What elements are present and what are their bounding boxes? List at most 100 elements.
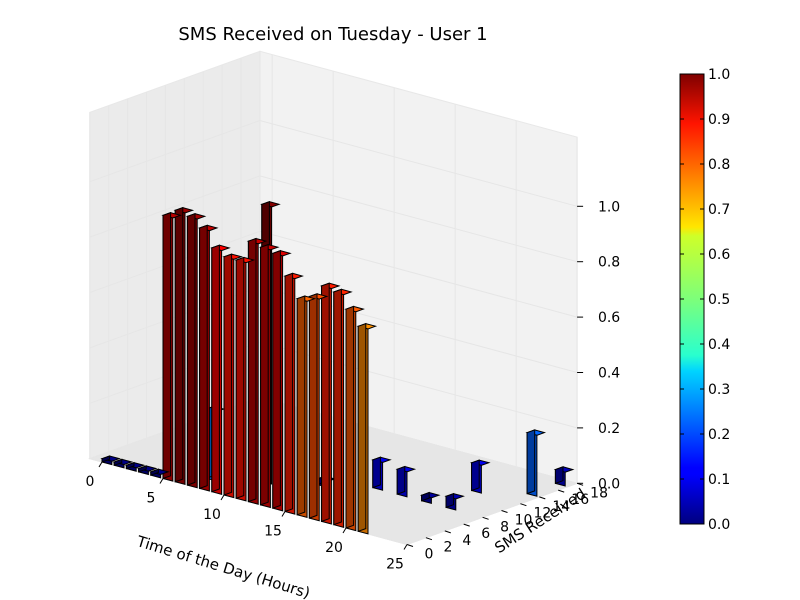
bar <box>173 206 195 486</box>
bar-side <box>308 293 318 519</box>
bar-side <box>113 458 123 467</box>
bar <box>161 211 182 482</box>
y-tick-label: 18 <box>590 485 608 501</box>
bar <box>112 458 134 469</box>
bar-side <box>125 461 135 470</box>
bar <box>234 256 256 502</box>
z-gridline <box>89 175 578 263</box>
bar <box>319 282 341 525</box>
z-tick-label: 0.6 <box>598 310 620 326</box>
y-tick <box>520 503 527 507</box>
bar-side <box>174 206 184 483</box>
bar-side <box>138 465 147 473</box>
y-tick-label: 10 <box>515 513 533 529</box>
y-tick-label: 4 <box>462 533 471 549</box>
bar-side <box>333 288 342 526</box>
bar-side <box>471 459 480 492</box>
bar <box>185 212 207 489</box>
bar <box>136 465 158 476</box>
bar <box>222 253 243 499</box>
y-tick-label: 14 <box>552 499 570 515</box>
bar <box>295 295 317 519</box>
colorbar-tick-label: 0.2 <box>708 427 730 443</box>
colorbar-tick-label: 0.1 <box>708 472 730 488</box>
bar-side <box>223 253 233 496</box>
colorbar-tick-label: 1.0 <box>708 67 730 83</box>
x-tick-label: 10 <box>203 507 221 523</box>
colorbar-tick-label: 0.9 <box>708 112 730 128</box>
bar <box>553 466 575 487</box>
z-gridline <box>89 230 578 318</box>
z-tick-label: 0.2 <box>598 421 620 437</box>
z-gridline <box>89 396 578 484</box>
bar-side <box>272 249 281 509</box>
x-tick <box>281 511 286 517</box>
z-tick-label: 0.0 <box>598 476 620 492</box>
x-tick-label: 15 <box>264 524 282 540</box>
y-tick-label: 8 <box>500 519 509 535</box>
bar <box>356 322 378 535</box>
x-tick-label: 20 <box>325 540 343 556</box>
y-tick <box>539 496 546 500</box>
bar <box>332 288 353 528</box>
bar <box>210 244 231 495</box>
y-tick <box>501 510 508 513</box>
y-tick-label: 16 <box>571 492 589 508</box>
bar-side <box>186 212 196 486</box>
bar <box>469 459 491 494</box>
x-tick <box>98 461 103 468</box>
bar-side <box>162 211 172 480</box>
bar <box>371 456 392 491</box>
y-tick <box>558 489 565 493</box>
x-tick <box>220 494 225 501</box>
z-tick-label: 0.4 <box>598 366 620 382</box>
colorbar: 0.0 0.1 0.2 0.3 0.4 0.5 0.6 0.7 0.8 0.9 1.0 <box>679 67 730 533</box>
bar-side <box>445 492 455 509</box>
z-gridline <box>89 119 578 207</box>
bar-side <box>150 468 159 476</box>
bar <box>100 455 121 466</box>
z-gridline <box>89 341 578 429</box>
y-tick <box>406 544 414 547</box>
bar-side <box>199 224 208 490</box>
bar-side <box>396 465 406 495</box>
bar-side <box>211 244 220 493</box>
bar <box>525 429 547 497</box>
x-tick-label: 5 <box>147 491 156 507</box>
bar-side <box>421 491 430 502</box>
bar <box>149 468 170 479</box>
y-tick <box>482 516 489 520</box>
bar-side <box>321 282 330 523</box>
bar-side <box>284 272 294 513</box>
chart-title: SMS Received on Tuesday - User 1 <box>178 24 487 45</box>
bar <box>307 293 329 522</box>
bar <box>419 491 441 505</box>
y-tick-label: 0 <box>425 547 434 563</box>
bar-side <box>296 295 306 516</box>
bar <box>395 465 417 498</box>
y-tick <box>463 523 470 527</box>
z-gridline <box>89 286 578 373</box>
bar-side <box>357 322 367 533</box>
x-tick-label: 0 <box>86 474 95 490</box>
z-tick-label: 1.0 <box>598 199 620 215</box>
colorbar-tick-label: 0.4 <box>708 337 730 353</box>
bar-side <box>235 256 245 500</box>
x-axis-label: Time of the Day (Hours) <box>134 532 312 600</box>
bar <box>271 249 292 512</box>
y-tick <box>444 530 451 534</box>
bar <box>283 272 304 515</box>
colorbar-tick-label: 0.8 <box>708 157 730 173</box>
bar <box>124 461 146 472</box>
y-tick <box>425 537 433 541</box>
bar-side <box>554 466 564 485</box>
colorbar-tick-label: 0.5 <box>708 292 730 308</box>
y-tick-label: 6 <box>481 526 490 542</box>
bar-side <box>372 456 381 489</box>
bar <box>197 224 219 492</box>
bar-side <box>526 429 536 495</box>
x-tick <box>342 527 347 534</box>
bar <box>444 492 465 511</box>
